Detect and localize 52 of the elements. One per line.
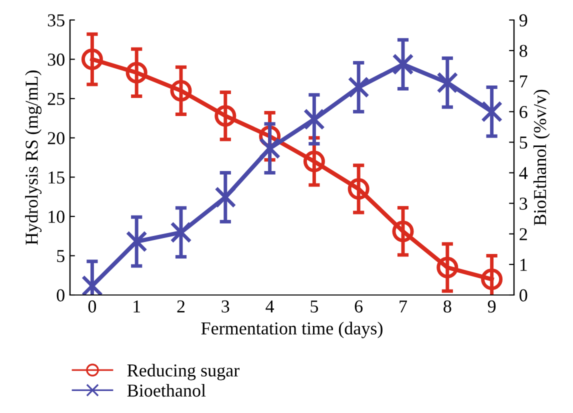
point [170, 222, 192, 244]
point [392, 220, 414, 242]
x-tick-label: 6 [354, 300, 363, 313]
x-tick-label: 2 [177, 300, 185, 312]
point [259, 138, 281, 160]
y2-tick-label: 8 [520, 44, 528, 57]
y2-tick-label: 9 [519, 14, 528, 26]
y2-tick-label: 2 [520, 228, 527, 240]
point [126, 62, 148, 84]
y2-tick-label: 4 [519, 167, 528, 180]
y-tick-label: 20 [48, 132, 64, 144]
y-tick-label: 35 [48, 14, 64, 26]
x-tick-label: 5 [310, 300, 318, 313]
y2-tick-label: 1 [520, 258, 527, 271]
y-axis-title: Hydrolysis RS (mg/mL) [25, 70, 42, 245]
x-tick-label: 1 [134, 300, 140, 312]
y-tick-label: 25 [48, 92, 64, 106]
point [481, 100, 503, 122]
point [214, 105, 236, 127]
point [436, 72, 458, 94]
y-tick-label: 15 [48, 171, 64, 184]
point [81, 48, 103, 70]
x-tick-label: 9 [488, 300, 496, 313]
x-tick-label: 0 [88, 300, 96, 313]
x-tick-label: 4 [266, 300, 274, 312]
y-tick-label: 0 [56, 289, 64, 302]
point [481, 268, 503, 290]
point [170, 80, 192, 102]
x-tick-label: 7 [400, 300, 407, 312]
y2-axis-title: BioEthanol (%v/v) [533, 90, 550, 226]
y2-tick-label: 6 [520, 106, 528, 118]
point [436, 256, 458, 278]
y2-tick-label: 0 [520, 289, 528, 302]
legend-label: Bioethanol [127, 384, 206, 397]
x-tick-label: 8 [444, 300, 452, 313]
x-tick-label: 3 [222, 300, 230, 313]
y2-tick-label: 3 [520, 198, 528, 210]
point [348, 76, 370, 98]
point [348, 178, 370, 200]
point [392, 54, 414, 76]
point [303, 108, 325, 130]
y-tick-label: 30 [48, 54, 64, 66]
point [126, 230, 148, 252]
y-tick-label: 5 [57, 250, 64, 262]
point [81, 275, 103, 295]
y-tick-label: 10 [48, 210, 64, 223]
y2-tick-label: 5 [520, 136, 528, 149]
point [214, 186, 236, 208]
legend-label: Reducing sugar [127, 364, 240, 380]
x-axis-title: Fermentation time (days) [201, 322, 382, 338]
y2-tick-label: 7 [520, 76, 528, 88]
point [303, 150, 325, 172]
